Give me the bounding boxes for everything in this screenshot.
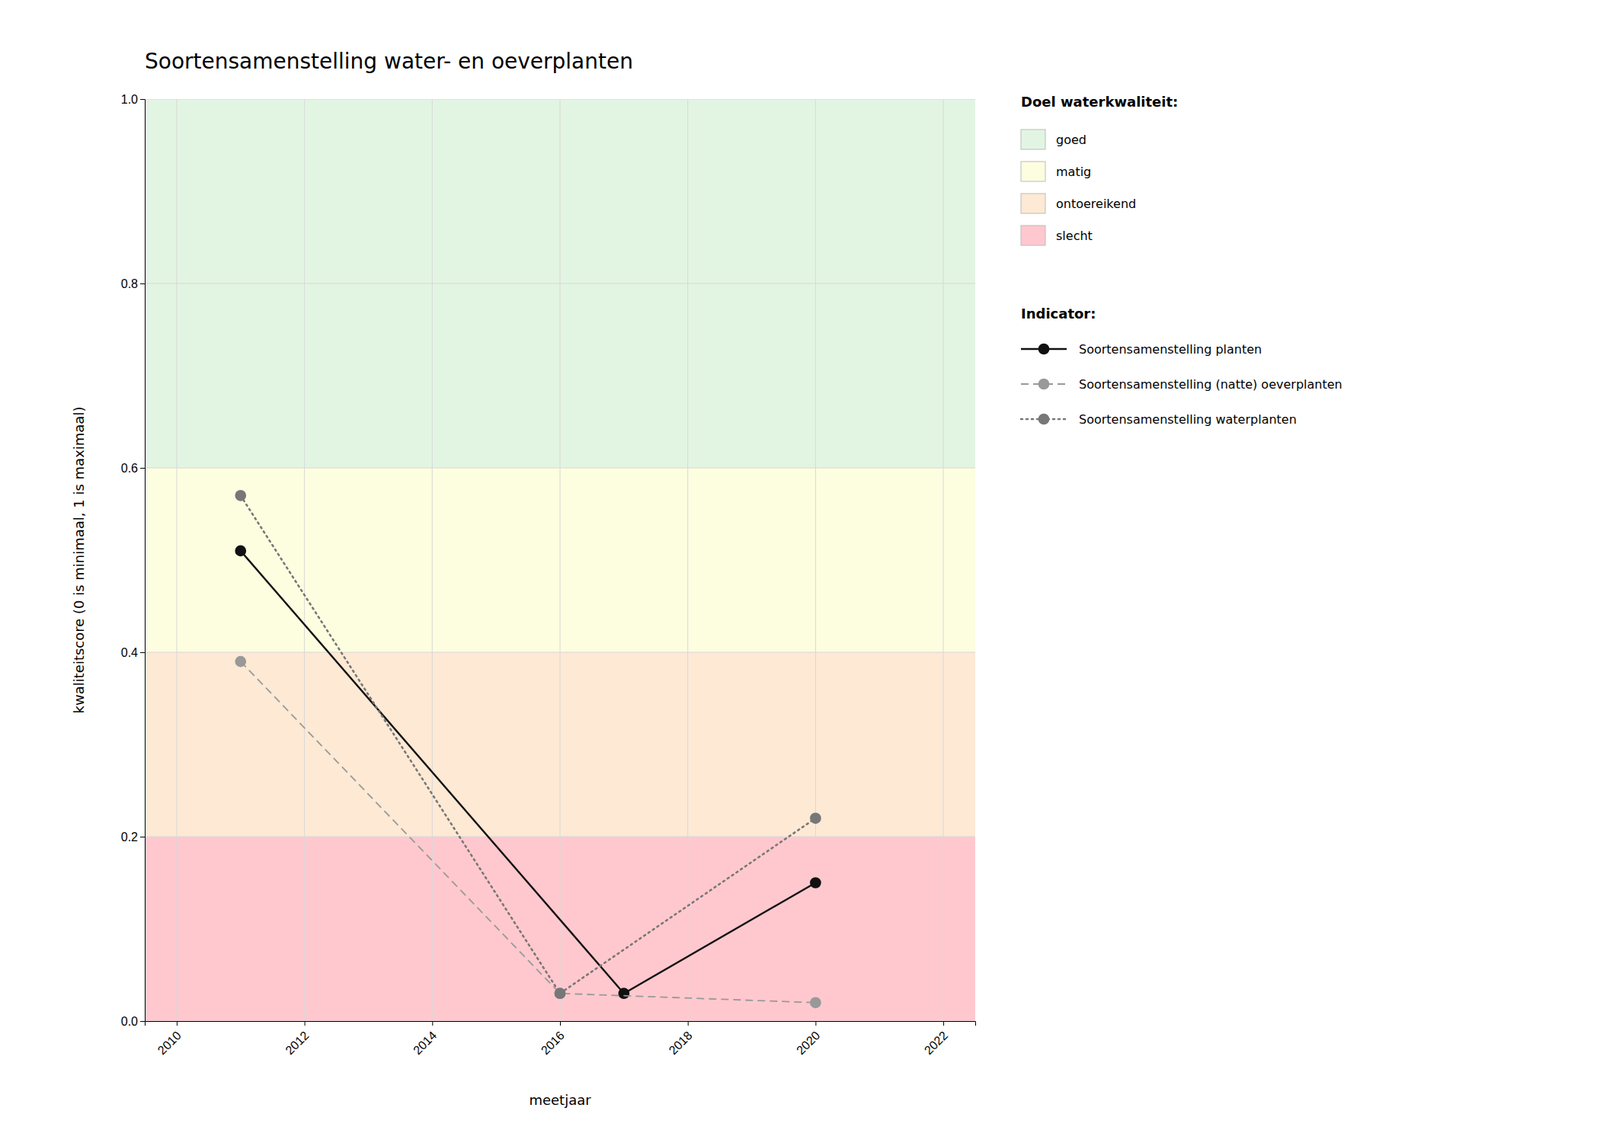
legend-label: slecht: [1056, 228, 1093, 244]
legend-swatch: [1020, 161, 1046, 182]
grid-line-x: [560, 99, 561, 1021]
legend-bands: Doel waterkwaliteit: goed matig ontoereiken…: [1020, 93, 1178, 246]
y-tick-label: 1.0: [121, 92, 138, 106]
y-tick-mark: [140, 99, 145, 100]
series-marker: [234, 656, 247, 668]
grid-line-y: [144, 836, 976, 838]
grid-line-y: [144, 1020, 976, 1022]
y-tick: 0.6: [121, 461, 145, 475]
x-tick: 2016: [538, 1020, 567, 1057]
legend-label: matig: [1056, 164, 1092, 180]
y-tick: 1.0: [121, 92, 145, 106]
x-axis-line: [145, 1021, 976, 1027]
grid-line-x: [687, 99, 688, 1021]
legend-label: Soortensamenstelling (natte) oeverplante…: [1078, 377, 1343, 392]
x-tick: 2010: [155, 1020, 184, 1057]
y-axis-line: [140, 99, 146, 1022]
legend-title: Doel waterkwaliteit:: [1020, 93, 1178, 110]
x-tick: 2020: [793, 1020, 823, 1057]
grid-line-x: [943, 99, 944, 1021]
x-tick-mark: [560, 1020, 561, 1026]
x-tick-mark: [304, 1020, 306, 1026]
grid-line-y: [144, 283, 976, 285]
legend-label: Soortensamenstelling planten: [1078, 342, 1262, 357]
legend-swatch: [1020, 225, 1046, 246]
y-tick-mark: [140, 1020, 145, 1022]
series-marker: [809, 812, 822, 824]
x-tick-mark: [688, 1020, 689, 1026]
series-line: [240, 495, 816, 993]
series-marker: [234, 489, 247, 502]
y-tick-mark: [140, 652, 145, 653]
chart-svg: 2010 2012 2014 2016 2018 2020 2022 0.0 0.2 0.4 0.6…: [0, 0, 1600, 1143]
x-tick-label: 2014: [410, 1028, 439, 1057]
x-tick: 2012: [282, 1020, 311, 1057]
y-tick-label: 0.0: [121, 1014, 138, 1028]
x-tick-label: 2020: [793, 1028, 823, 1057]
x-tick-label: 2022: [921, 1028, 951, 1057]
grid: [144, 99, 976, 1021]
y-tick-label: 0.4: [121, 646, 138, 660]
x-tick-mark: [815, 1020, 816, 1026]
series-marker: [809, 996, 822, 1008]
y-tick-label: 0.2: [121, 830, 138, 844]
x-tick-mark: [943, 1020, 944, 1026]
grid-line-x: [304, 99, 305, 1021]
legend-swatch: [1020, 129, 1046, 150]
x-tick: 2018: [665, 1020, 695, 1057]
legend-marker: [1038, 413, 1050, 426]
x-tick-mark: [432, 1020, 433, 1026]
chart-title: Soortensamenstelling water- en oeverplan…: [144, 48, 634, 74]
y-tick: 0.2: [121, 830, 145, 844]
plot-marks: [144, 99, 976, 1021]
grid-line-x: [432, 99, 433, 1021]
y-tick-label: 0.6: [121, 461, 138, 475]
y-axis-title: kwaliteitscore (0 is minimaal, 1 is maxi…: [70, 406, 87, 714]
series-marker: [554, 987, 567, 999]
legend-swatch: [1020, 193, 1046, 214]
y-axis: 0.0 0.2 0.4 0.6 0.8 1.0: [121, 92, 146, 1028]
x-tick: 2022: [921, 1020, 951, 1057]
y-tick-mark: [140, 467, 145, 469]
y-tick: 0.0: [121, 1014, 145, 1028]
legend-label: ontoereikend: [1056, 196, 1136, 212]
y-tick: 0.8: [121, 277, 145, 291]
series-marker: [554, 987, 567, 999]
y-tick: 0.4: [121, 646, 145, 660]
x-tick-label: 2016: [538, 1028, 567, 1057]
x-tick-label: 2012: [282, 1028, 311, 1057]
legend-label: Soortensamenstelling waterplanten: [1078, 412, 1297, 427]
series-line: [240, 661, 816, 1003]
x-tick: 2014: [410, 1020, 439, 1057]
x-axis: 2010 2012 2014 2016 2018 2020 2022: [145, 1020, 976, 1057]
series-marker: [617, 987, 630, 999]
x-tick-mark: [176, 1020, 178, 1026]
x-tick-label: 2010: [155, 1028, 184, 1057]
series-marker: [234, 545, 247, 557]
grid-line-y: [144, 467, 976, 469]
legend-marker: [1038, 378, 1050, 391]
series-line: [240, 550, 816, 994]
grid-line-y: [144, 99, 976, 100]
x-axis-title: meetjaar: [528, 1091, 592, 1108]
legend-series: Indicator: Soortensamenstelling planten So…: [1020, 305, 1343, 427]
grid-line-y: [144, 652, 976, 653]
legend-marker: [1038, 343, 1050, 356]
chart-container: 2010 2012 2014 2016 2018 2020 2022 0.0 0.2 0.4 0.6…: [0, 0, 1600, 1143]
y-tick-mark: [140, 283, 145, 285]
x-tick-label: 2018: [665, 1028, 695, 1057]
plot-area: 2010 2012 2014 2016 2018 2020 2022 0.0 0.2 0.4 0.6…: [121, 92, 976, 1058]
legend-title: Indicator:: [1020, 305, 1096, 322]
y-tick-mark: [140, 836, 145, 838]
series-marker: [809, 876, 822, 889]
legend-label: goed: [1056, 132, 1087, 148]
y-tick-label: 0.8: [121, 277, 138, 291]
grid-line-x: [176, 99, 177, 1021]
